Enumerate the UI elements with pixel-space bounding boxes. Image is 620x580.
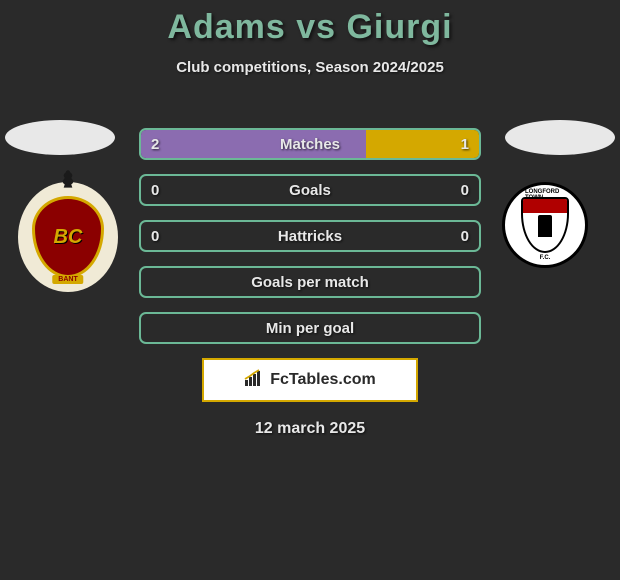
stats-area: 2 Matches 1 0 Goals 0 0 Hattricks 0 Goal… (139, 128, 481, 344)
stat-value-left: 0 (151, 228, 159, 245)
page-title: Adams vs Giurgi (0, 8, 620, 47)
stat-row-gpm: Goals per match (139, 266, 481, 298)
stat-row-goals: 0 Goals 0 (139, 174, 481, 206)
stat-value-right: 1 (461, 136, 469, 153)
main-container: Adams vs Giurgi Club competitions, Seaso… (0, 0, 620, 438)
badge-shield-right (521, 197, 569, 253)
stat-value-right: 0 (461, 228, 469, 245)
shield-stripe (523, 199, 567, 213)
stat-label: Goals (289, 182, 331, 199)
tower-icon (538, 215, 552, 237)
player-avatar-left (5, 120, 115, 155)
date-text: 12 march 2025 (0, 420, 620, 438)
club-badge-left: BC BANT (18, 182, 118, 292)
stat-label: Matches (280, 136, 340, 153)
ring-text-bottom: F.C. (540, 255, 551, 261)
club-badge-right: LONGFORD TOWN F.C. (502, 182, 602, 292)
badge-shield-left: BC (32, 196, 104, 278)
stat-label: Goals per match (251, 274, 369, 291)
badge-circle-right: LONGFORD TOWN F.C. (502, 182, 588, 268)
stat-value-left: 0 (151, 182, 159, 199)
brand-text: FcTables.com (270, 371, 376, 389)
stat-row-hattricks: 0 Hattricks 0 (139, 220, 481, 252)
stat-row-mpg: Min per goal (139, 312, 481, 344)
badge-circle-left: BC BANT (18, 182, 118, 292)
stat-row-matches: 2 Matches 1 (139, 128, 481, 160)
stat-label: Min per goal (266, 320, 354, 337)
brand-logo: FcTables.com (244, 369, 376, 392)
brand-box[interactable]: FcTables.com (202, 358, 418, 402)
stat-value-right: 0 (461, 182, 469, 199)
stat-value-left: 2 (151, 136, 159, 153)
stat-label: Hattricks (278, 228, 342, 245)
subtitle: Club competitions, Season 2024/2025 (0, 59, 620, 76)
player-avatar-right (505, 120, 615, 155)
chart-icon (244, 369, 264, 392)
badge-banner-left: BANT (52, 275, 83, 284)
badge-abbrev-left: BC (54, 226, 83, 249)
